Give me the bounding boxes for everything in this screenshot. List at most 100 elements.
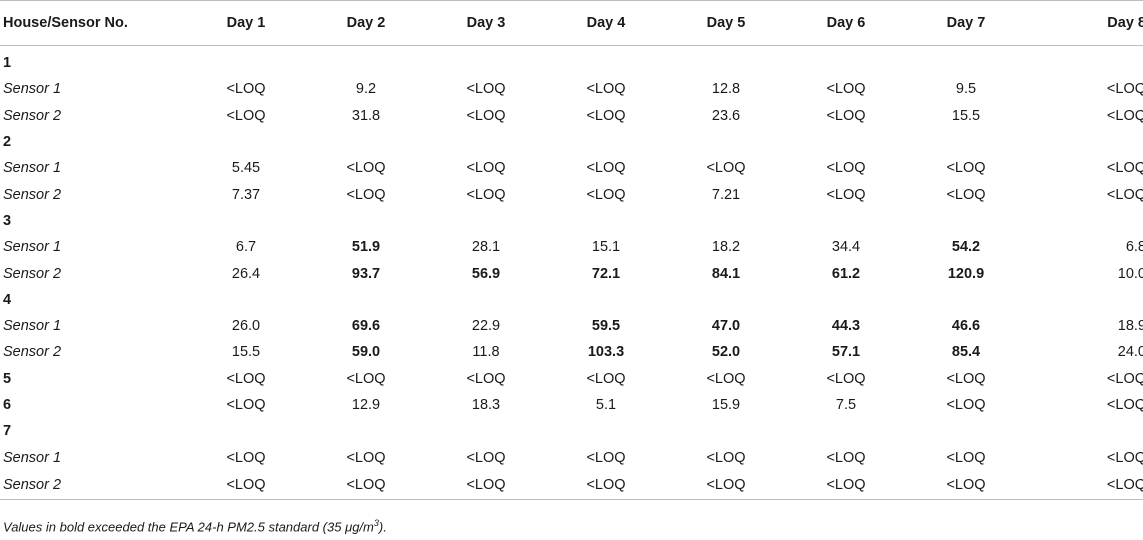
pm25-table: House/Sensor No. Day 1 Day 2 Day 3 Day 4 Day …	[0, 0, 1143, 500]
house-label: 1	[3, 55, 12, 72]
sensor-label: Sensor 2	[3, 344, 62, 361]
sensor-row: Sensor 1 5.45 <LOQ <LOQ <LOQ <LOQ <LOQ <LOQ <LOQ	[0, 155, 1143, 181]
table-cell: 44.3	[831, 318, 861, 335]
table-cell: <LOQ	[826, 81, 866, 98]
house-row: 4	[0, 287, 1143, 313]
table-header: House/Sensor No. Day 1 Day 2 Day 3 Day 4 Day …	[0, 0, 1143, 46]
table-cell: 52.0	[711, 344, 741, 361]
table-cell: <LOQ	[826, 186, 866, 203]
house-label: 7	[3, 423, 12, 440]
table-cell	[906, 129, 1026, 155]
table-cell: <LOQ	[946, 397, 986, 413]
table-cell	[186, 287, 306, 313]
table-cell: <LOQ	[226, 397, 266, 413]
table-cell: <LOQ	[706, 449, 746, 466]
sensor-label: Sensor 1	[3, 449, 62, 466]
table-cell	[666, 46, 786, 77]
table-cell	[426, 418, 546, 444]
column-header-day: Day 1	[186, 0, 306, 46]
table-cell: 26.4	[231, 265, 261, 282]
table-cell	[306, 129, 426, 155]
column-header-day: Day 4	[546, 0, 666, 46]
table-cell: <LOQ	[946, 449, 986, 466]
table-cell	[1026, 46, 1143, 77]
table-cell: 11.8	[472, 344, 500, 361]
table-cell	[786, 287, 906, 313]
table-cell: 18.9	[1117, 318, 1143, 335]
table-cell: 7.5	[835, 397, 857, 413]
house-label: 5	[3, 370, 12, 387]
sensor-row: Sensor 1 26.0 69.6 22.9 59.5 47.0 44.3 46.6 18.9	[0, 313, 1143, 339]
table-cell	[306, 46, 426, 77]
table-cell: 72.1	[591, 265, 621, 282]
table-cell: 46.6	[951, 318, 981, 335]
table-cell: <LOQ	[226, 81, 266, 98]
table-cell: 26.0	[231, 318, 261, 335]
table-cell: <LOQ	[306, 470, 426, 500]
sensor-row: Sensor 2 <LOQ 31.8 <LOQ <LOQ 23.6 <LOQ 15.5 <LOQ	[0, 103, 1143, 129]
table-cell: 22.9	[471, 318, 501, 335]
table-cell: 9.2	[355, 81, 377, 98]
table-cell	[906, 287, 1026, 313]
column-header-day: Day 5	[666, 0, 786, 46]
header-row: House/Sensor No. Day 1 Day 2 Day 3 Day 4 Day …	[0, 0, 1143, 46]
sensor-row: Sensor 2 7.37 <LOQ <LOQ <LOQ 7.21 <LOQ <LOQ <LOQ	[0, 181, 1143, 207]
table-cell	[906, 418, 1026, 444]
column-header-day: Day 8	[1026, 0, 1143, 46]
table-cell: 7.37	[231, 186, 261, 203]
house-label: 3	[3, 212, 12, 229]
table-cell: <LOQ	[186, 470, 306, 500]
sensor-row: Sensor 2 26.4 93.7 56.9 72.1 84.1 61.2 120.9 10.…	[0, 260, 1143, 286]
table-cell	[786, 418, 906, 444]
house-row: 1	[0, 46, 1143, 77]
table-cell	[666, 287, 786, 313]
table-cell: <LOQ	[226, 449, 266, 466]
table-cell: <LOQ	[666, 470, 786, 500]
table-cell: <LOQ	[586, 107, 626, 124]
table-cell: 120.9	[947, 265, 985, 282]
house-label: 6	[3, 397, 12, 413]
table-cell: 15.5	[231, 344, 261, 361]
table-footnote: Values in bold exceeded the EPA 24-h PM2…	[3, 518, 387, 534]
table-cell	[306, 418, 426, 444]
table-cell: <LOQ	[586, 160, 626, 177]
column-header-label: House/Sensor No.	[0, 0, 186, 46]
table-cell: <LOQ	[226, 370, 266, 387]
column-header-day: Day 2	[306, 0, 426, 46]
table-cell: 12.8	[711, 81, 741, 98]
table-cell: 10.0	[1117, 265, 1143, 282]
table-cell	[426, 46, 546, 77]
table-cell: <LOQ	[586, 370, 626, 387]
footnote-superscript: 3	[373, 518, 379, 528]
table-cell	[786, 129, 906, 155]
table-cell	[186, 46, 306, 77]
table-cell: <LOQ	[826, 160, 866, 177]
table-cell: 61.2	[831, 265, 861, 282]
table-cell	[426, 287, 546, 313]
table-cell: <LOQ	[226, 107, 266, 124]
table-cell: <LOQ	[906, 470, 1026, 500]
table-cell: 15.1	[591, 239, 621, 256]
table-cell: 54.2	[951, 239, 981, 256]
table-cell	[546, 287, 666, 313]
table-cell	[546, 418, 666, 444]
table-cell: 24.0	[1117, 344, 1143, 361]
table-cell: <LOQ	[466, 81, 506, 98]
table-cell: 28.1	[471, 239, 501, 256]
table-cell	[186, 129, 306, 155]
table-cell: <LOQ	[1026, 470, 1143, 500]
table-cell: <LOQ	[546, 470, 666, 500]
table-cell	[666, 129, 786, 155]
table-cell	[666, 208, 786, 234]
table-cell	[186, 208, 306, 234]
table-cell: <LOQ	[346, 449, 386, 466]
table-cell: 85.4	[951, 344, 981, 361]
table-cell: <LOQ	[346, 370, 386, 387]
table-cell: <LOQ	[1106, 81, 1143, 98]
table-cell: 5.45	[231, 160, 261, 177]
table-cell: <LOQ	[706, 160, 746, 177]
table-cell: 57.1	[831, 344, 861, 361]
column-header-day: Day 3	[426, 0, 546, 46]
sensor-row: Sensor 1 6.7 51.9 28.1 15.1 18.2 34.4 54.2 6.8	[0, 234, 1143, 260]
